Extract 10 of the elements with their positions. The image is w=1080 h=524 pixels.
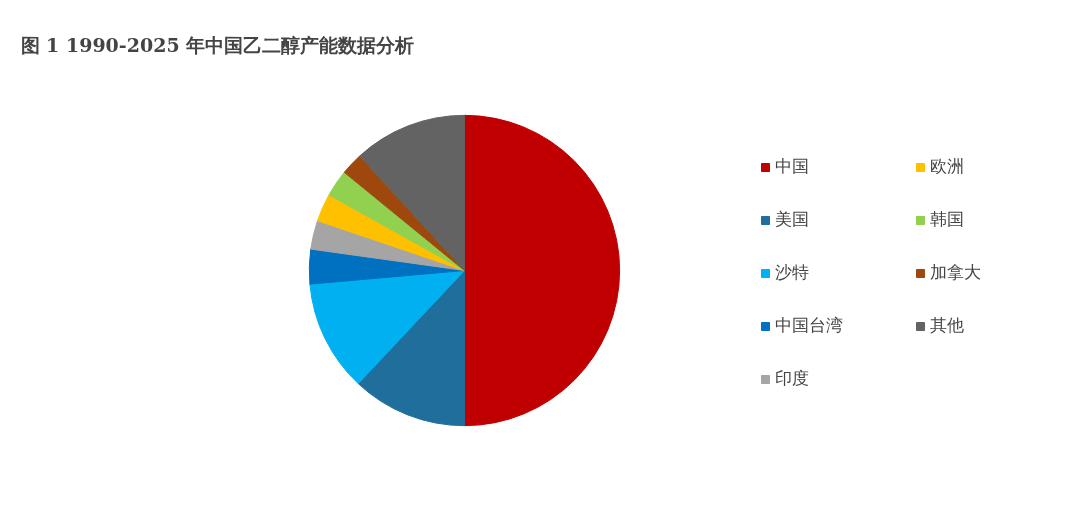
legend-label: 其他 <box>930 314 965 337</box>
legend-label: 韩国 <box>930 208 965 231</box>
legend-label: 加拿大 <box>930 261 982 284</box>
legend-label: 欧洲 <box>930 155 965 178</box>
legend-label: 美国 <box>775 208 810 231</box>
legend-label: 中国 <box>775 155 810 178</box>
chart-title: 图 1 1990-2025 年中国乙二醇产能数据分析 <box>20 33 415 56</box>
legend-label: 沙特 <box>775 261 810 284</box>
legend-label: 印度 <box>775 367 810 390</box>
legend-label: 中国台湾 <box>775 314 844 337</box>
